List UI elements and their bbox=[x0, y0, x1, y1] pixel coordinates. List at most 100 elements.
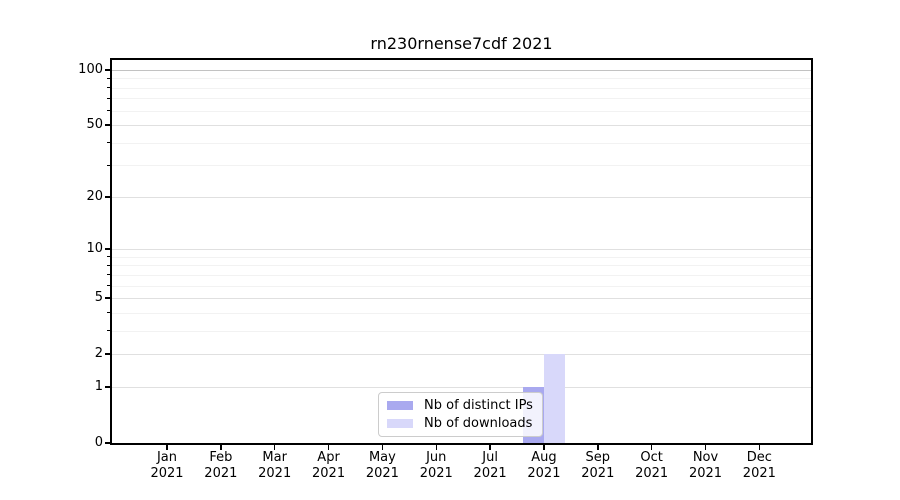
minor-gridline bbox=[112, 165, 811, 167]
bar-aug-2021-s1 bbox=[543, 354, 565, 443]
plot-area bbox=[112, 60, 811, 443]
y-minor-tick-mark bbox=[107, 87, 110, 89]
downloads-swatch-icon bbox=[387, 418, 413, 428]
x-tick-mark bbox=[489, 445, 491, 450]
y-tick-label: 10 bbox=[86, 241, 103, 257]
y-minor-tick-mark bbox=[107, 164, 110, 166]
x-tick-label: May 2021 bbox=[350, 450, 414, 482]
x-tick-month: Nov bbox=[692, 450, 719, 465]
y-minor-tick-mark bbox=[107, 110, 110, 112]
major-gridline bbox=[112, 386, 811, 388]
x-tick-month: Jan bbox=[156, 450, 178, 465]
minor-gridline bbox=[112, 142, 811, 144]
y-tick-mark bbox=[105, 196, 110, 198]
x-tick-label: Sep 2021 bbox=[566, 450, 630, 482]
x-tick-year: 2021 bbox=[258, 466, 292, 481]
y-minor-tick-mark bbox=[107, 274, 110, 276]
y-minor-tick-mark bbox=[107, 312, 110, 314]
x-tick-year: 2021 bbox=[150, 466, 184, 481]
x-tick-label: Jun 2021 bbox=[404, 450, 468, 482]
x-tick-mark bbox=[273, 445, 276, 450]
x-tick-mark bbox=[435, 445, 437, 450]
y-tick-label: 0 bbox=[94, 435, 103, 450]
legend-label-distinct-ips: Nb of distinct IPs bbox=[424, 398, 533, 414]
minor-gridline bbox=[112, 87, 811, 89]
x-tick-label: Nov 2021 bbox=[674, 450, 738, 482]
major-gridline bbox=[112, 354, 811, 356]
x-tick-mark bbox=[327, 445, 330, 450]
minor-gridline bbox=[112, 110, 811, 112]
minor-gridline bbox=[112, 265, 811, 267]
x-tick-year: 2021 bbox=[312, 466, 346, 481]
x-tick-year: 2021 bbox=[527, 466, 561, 481]
y-tick-mark bbox=[105, 69, 110, 71]
y-tick-mark bbox=[105, 386, 110, 388]
x-tick-year: 2021 bbox=[419, 466, 453, 481]
y-minor-tick-mark bbox=[107, 330, 110, 332]
x-tick-year: 2021 bbox=[204, 466, 238, 481]
x-tick-month: Jul bbox=[482, 450, 498, 465]
y-tick-mark bbox=[105, 442, 110, 444]
x-tick-mark bbox=[543, 445, 545, 450]
y-minor-tick-mark bbox=[107, 77, 110, 79]
x-tick-month: Feb bbox=[209, 450, 233, 465]
x-tick-year: 2021 bbox=[742, 466, 776, 481]
y-tick-label: 5 bbox=[94, 290, 103, 306]
legend: Nb of distinct IPs Nb of downloads bbox=[378, 392, 543, 437]
x-tick-label: Mar 2021 bbox=[243, 450, 307, 482]
minor-gridline bbox=[112, 98, 811, 100]
minor-gridline bbox=[112, 256, 811, 258]
x-tick-label: Feb 2021 bbox=[189, 450, 253, 482]
x-tick-mark bbox=[166, 445, 168, 450]
x-tick-mark bbox=[758, 445, 761, 450]
x-tick-month: Mar bbox=[262, 450, 287, 465]
y-tick-mark bbox=[105, 124, 110, 126]
x-tick-label: Apr 2021 bbox=[297, 450, 361, 482]
y-minor-tick-mark bbox=[107, 285, 110, 287]
major-gridline bbox=[112, 249, 811, 251]
y-tick-label: 100 bbox=[78, 62, 103, 77]
minor-gridline bbox=[112, 274, 811, 276]
major-gridline bbox=[112, 70, 811, 71]
major-gridline bbox=[112, 298, 811, 300]
x-tick-mark bbox=[704, 445, 707, 450]
x-tick-mark bbox=[650, 445, 653, 450]
y-tick-label: 2 bbox=[94, 346, 103, 362]
x-tick-month: Aug bbox=[531, 450, 557, 465]
x-tick-mark bbox=[220, 445, 222, 450]
x-tick-year: 2021 bbox=[635, 466, 669, 481]
x-tick-month: May bbox=[368, 450, 396, 465]
y-minor-tick-mark bbox=[107, 256, 110, 258]
y-tick-label: 50 bbox=[86, 117, 103, 133]
x-tick-year: 2021 bbox=[688, 466, 723, 481]
minor-gridline bbox=[112, 312, 811, 314]
y-minor-tick-mark bbox=[107, 142, 110, 144]
y-tick-label: 20 bbox=[86, 188, 103, 204]
x-tick-label: Oct 2021 bbox=[620, 450, 684, 482]
x-tick-year: 2021 bbox=[365, 466, 399, 481]
x-tick-year: 2021 bbox=[473, 466, 507, 481]
x-tick-label: Jan 2021 bbox=[135, 450, 199, 482]
minor-gridline bbox=[112, 78, 811, 80]
minor-gridline bbox=[112, 330, 811, 332]
x-tick-month: Oct bbox=[640, 450, 663, 465]
x-tick-month: Apr bbox=[317, 450, 340, 465]
y-tick-label: 1 bbox=[94, 378, 103, 394]
minor-gridline bbox=[112, 285, 811, 287]
y-tick-mark bbox=[105, 353, 110, 355]
major-gridline bbox=[112, 125, 811, 127]
legend-item-downloads: Nb of downloads bbox=[379, 416, 542, 431]
x-tick-mark bbox=[597, 445, 599, 450]
major-gridline bbox=[112, 196, 811, 198]
x-tick-label: Jul 2021 bbox=[458, 450, 522, 482]
x-tick-label: Aug 2021 bbox=[512, 450, 576, 482]
chart-title: rn230rnense7cdf 2021 bbox=[370, 34, 553, 53]
y-minor-tick-mark bbox=[107, 264, 110, 266]
x-tick-month: Sep bbox=[585, 450, 611, 465]
x-tick-month: Jun bbox=[426, 450, 447, 465]
legend-label-downloads: Nb of downloads bbox=[424, 415, 533, 431]
x-tick-year: 2021 bbox=[581, 466, 615, 481]
y-tick-mark bbox=[105, 297, 110, 299]
distinct-ips-swatch-icon bbox=[387, 401, 413, 411]
